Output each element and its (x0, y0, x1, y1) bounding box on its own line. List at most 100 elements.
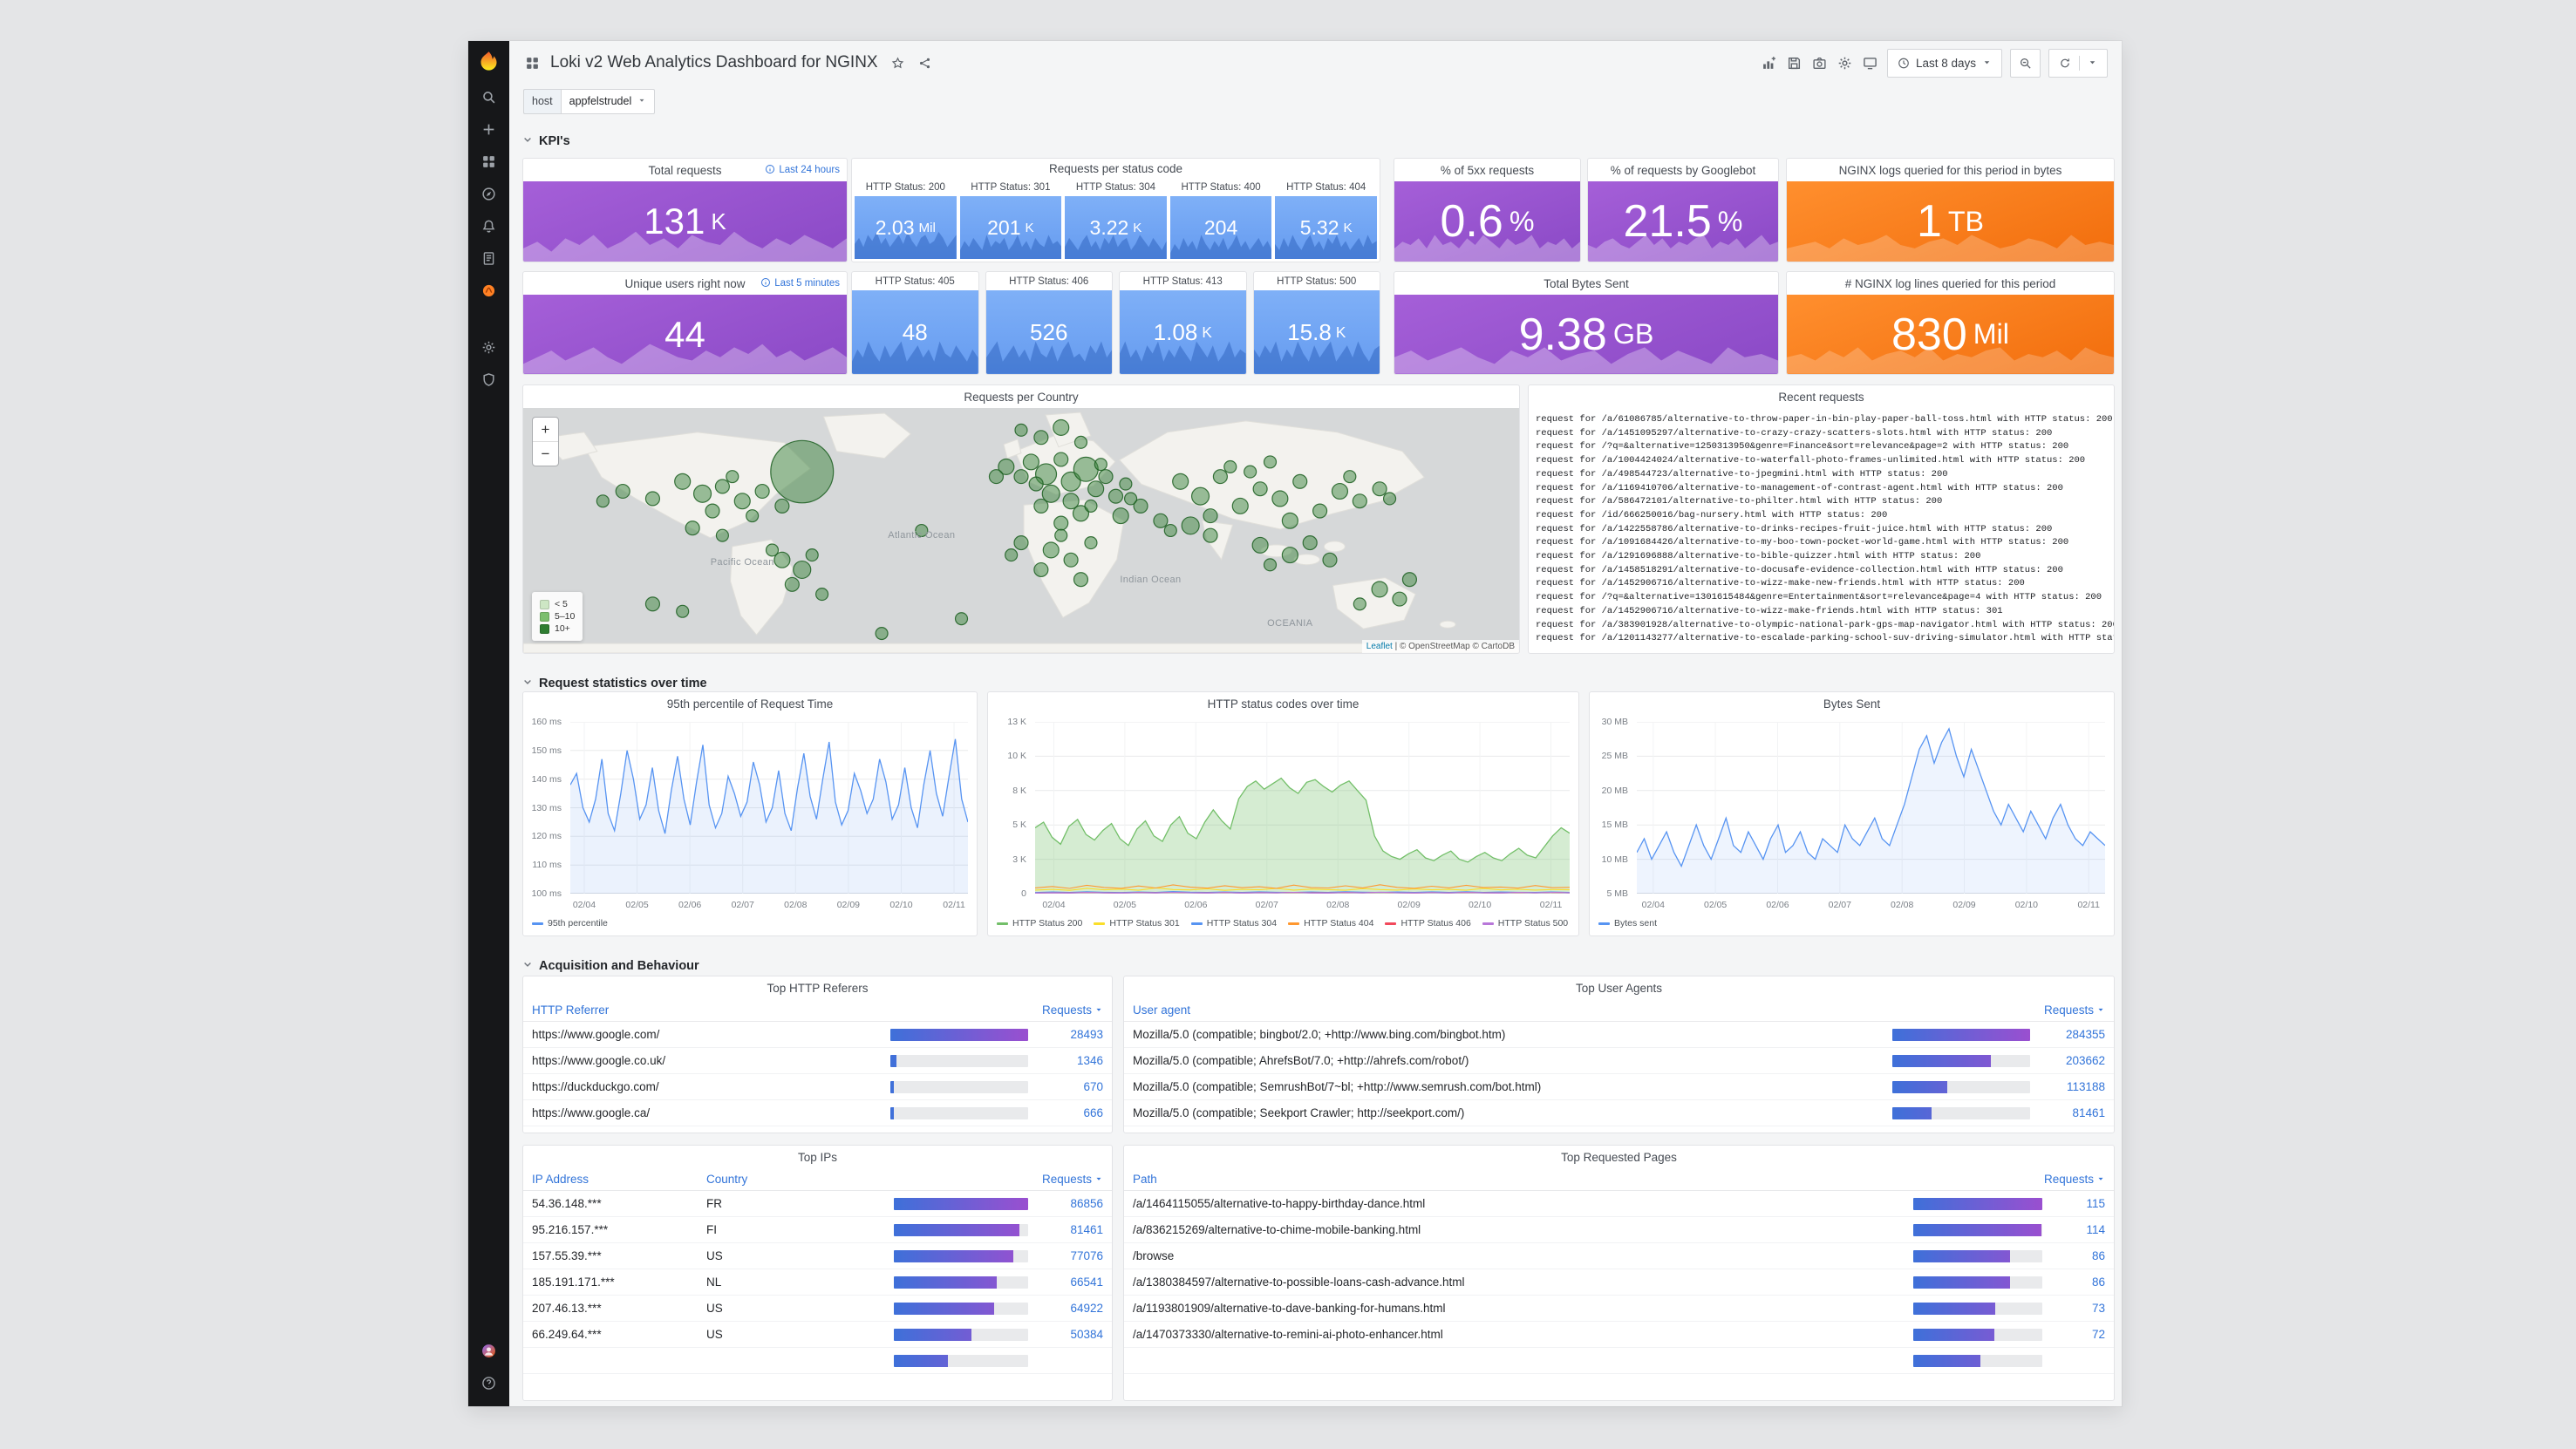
panel-title[interactable]: Top User Agents (1124, 976, 2114, 999)
axis-tick-label: 0 (1021, 888, 1026, 899)
help-icon[interactable] (468, 1367, 509, 1399)
legend-item[interactable]: Bytes sent (1598, 918, 1657, 929)
panel-title[interactable]: Top HTTP Referers (523, 976, 1112, 999)
table-cell: /a/1380384597/alternative-to-possible-lo… (1133, 1276, 1465, 1289)
panel-title[interactable]: HTTP Status: 301 (971, 181, 1051, 193)
zoom-out-time-button[interactable] (2010, 48, 2041, 78)
panel-title[interactable]: HTTP Status: 405 (875, 276, 955, 287)
axis-tick-label: 30 MB (1601, 717, 1628, 727)
dashboard-title[interactable]: Loki v2 Web Analytics Dashboard for NGIN… (550, 53, 878, 71)
bar-gauge-fill (894, 1197, 1028, 1210)
panel-title[interactable]: HTTP Status: 304 (1075, 181, 1156, 193)
panel-title[interactable]: Total Bytes Sent (1394, 272, 1778, 295)
configuration-icon[interactable] (468, 331, 509, 364)
panel-title[interactable]: Unique users right now Last 5 minutes (523, 272, 847, 295)
map-legend: < 5 5–10 10+ (532, 592, 583, 641)
loki-plugin-icon[interactable] (468, 275, 509, 307)
dashboard-snapshot-icon[interactable] (1811, 54, 1829, 71)
server-admin-icon[interactable] (468, 364, 509, 396)
column-header[interactable]: Requests (2041, 1003, 2105, 1017)
alerting-icon[interactable] (468, 210, 509, 242)
bar-gauge-fill (1913, 1302, 1995, 1315)
section-row-acquisition[interactable]: Acquisition and Behaviour (522, 956, 699, 976)
requests-value-cell: 86 (2091, 1249, 2105, 1262)
panel-title[interactable]: Top IPs (523, 1146, 1112, 1168)
panel-title[interactable]: Requests per Country (523, 385, 1519, 408)
panel-top-user-agents: Top User Agents User agent Requests Mozill… (1123, 976, 2115, 1133)
panel-title[interactable]: 95th percentile of Request Time (523, 692, 977, 715)
sparkline (1275, 224, 1377, 259)
save-dashboard-icon[interactable] (1786, 54, 1803, 71)
column-header[interactable]: User agent (1133, 1003, 1892, 1017)
panel-title-text: Recent requests (1778, 390, 1864, 404)
dashboard-settings-icon[interactable] (1837, 54, 1854, 71)
search-icon[interactable] (468, 81, 509, 113)
section-row-request-statistics[interactable]: Request statistics over time (522, 673, 707, 694)
legend-item[interactable]: HTTP Status 406 (1385, 918, 1471, 929)
panel-title[interactable]: HTTP Status: 406 (1009, 276, 1089, 287)
panel-title[interactable]: Requests per status code (852, 159, 1380, 178)
bar-gauge-track (894, 1276, 1028, 1289)
column-header[interactable]: Requests (1039, 1173, 1103, 1186)
world-map[interactable]: Pacific Ocean Atlantic Ocean Indian Ocean O… (523, 408, 1519, 653)
refresh-button[interactable] (2048, 48, 2108, 78)
legend-item[interactable]: HTTP Status 301 (1094, 918, 1180, 929)
panel-title[interactable]: NGINX logs queried for this period in by… (1787, 159, 2114, 181)
panel-title[interactable]: HTTP Status: 200 (865, 181, 945, 193)
bar-gauge-gradient (1913, 1197, 2042, 1210)
panel-title[interactable]: Top Requested Pages (1124, 1146, 2114, 1168)
add-panel-icon[interactable] (1761, 54, 1778, 71)
panel-title[interactable]: Recent requests (1529, 385, 2114, 408)
grafana-logo[interactable] (468, 41, 509, 81)
create-icon[interactable] (468, 113, 509, 146)
logs-icon[interactable] (468, 242, 509, 275)
share-icon[interactable] (917, 54, 934, 71)
explore-icon[interactable] (468, 178, 509, 210)
sparkline (1394, 223, 1580, 262)
legend-item[interactable]: HTTP Status 304 (1190, 918, 1277, 929)
legend-item[interactable]: HTTP Status 500 (1482, 918, 1568, 929)
cycle-view-icon[interactable] (1862, 54, 1879, 71)
legend-item[interactable]: HTTP Status 200 (997, 918, 1082, 929)
panel-title[interactable]: % of requests by Googlebot (1588, 159, 1778, 181)
panel-title[interactable]: # NGINX log lines queried for this perio… (1787, 272, 2114, 295)
panel-title[interactable]: Bytes Sent (1590, 692, 2114, 715)
column-header[interactable]: Requests (1039, 1003, 1103, 1017)
legend-label: 10+ (555, 623, 570, 634)
bar-gauge-cell (894, 1249, 1039, 1262)
stat-value: 5.32 K (1299, 215, 1353, 239)
panel-title[interactable]: % of 5xx requests (1394, 159, 1580, 181)
legend-swatch (1482, 922, 1494, 925)
dashboards-icon[interactable] (468, 146, 509, 178)
column-header[interactable]: Requests (2044, 1173, 2105, 1186)
user-avatar[interactable] (468, 1335, 509, 1367)
sparkline (1787, 336, 2114, 374)
panel-title[interactable]: HTTP Status: 404 (1286, 181, 1366, 193)
panel-title-text: % of 5xx requests (1440, 163, 1535, 177)
legend-item[interactable]: 95th percentile (532, 918, 608, 929)
x-axis: 02/04 02/05 02/06 02/07 02/08 02/09 02/10 02/11 (523, 897, 968, 913)
panel-title[interactable]: HTTP Status: 400 (1181, 181, 1261, 193)
kpi-status-panel: HTTP Status: 304 3.22 K (1065, 178, 1167, 259)
column-header[interactable]: Country (706, 1173, 894, 1186)
legend-item[interactable]: HTTP Status 404 (1288, 918, 1373, 929)
column-header[interactable]: HTTP Referrer (532, 1003, 890, 1017)
section-row-kpis[interactable]: KPI's (522, 131, 570, 152)
sparkline (1394, 336, 1778, 374)
star-icon[interactable] (889, 54, 907, 71)
bar-gauge-fill (894, 1328, 972, 1341)
time-override-text: Last 24 hours (779, 165, 840, 175)
zoom-in-button[interactable]: + (533, 418, 558, 442)
panel-title[interactable]: HTTP Status: 413 (1142, 276, 1223, 287)
zoom-out-button[interactable]: − (541, 446, 550, 462)
axis-tick-label: 02/11 (1539, 900, 1563, 910)
panel-title[interactable]: HTTP Status: 500 (1277, 276, 1357, 287)
host-variable-dropdown[interactable]: appfelstrudel (560, 88, 656, 114)
time-range-picker[interactable]: Last 8 days (1886, 48, 2002, 78)
column-header[interactable]: Path (1133, 1173, 1913, 1186)
column-header[interactable]: IP Address (532, 1173, 706, 1186)
panel-title-text: Top IPs (797, 1150, 838, 1164)
panel-title[interactable]: Total requests Last 24 hours (523, 159, 847, 181)
leaflet-link[interactable]: Leaflet (1366, 642, 1393, 651)
panel-title[interactable]: HTTP status codes over time (988, 692, 1578, 715)
